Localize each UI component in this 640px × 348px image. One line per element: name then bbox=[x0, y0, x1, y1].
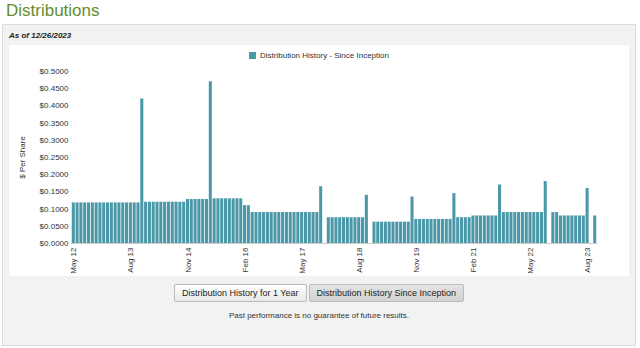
svg-text:$0.3500: $0.3500 bbox=[40, 119, 69, 128]
svg-text:$0.1000: $0.1000 bbox=[40, 205, 69, 214]
svg-text:$0.5000: $0.5000 bbox=[40, 67, 69, 76]
svg-text:$0.1500: $0.1500 bbox=[40, 187, 69, 196]
svg-text:May 17: May 17 bbox=[298, 247, 307, 274]
svg-text:May 22: May 22 bbox=[526, 247, 535, 274]
html-text:Distribution History - Since I: Distribution History - Since Inception bbox=[260, 51, 389, 60]
svg-text:Aug 23: Aug 23 bbox=[583, 247, 592, 273]
svg-text:$0.2000: $0.2000 bbox=[40, 170, 69, 179]
svg-text:Nov 14: Nov 14 bbox=[184, 247, 193, 273]
svg-text:$0.4000: $0.4000 bbox=[40, 101, 69, 110]
svg-text:May 12: May 12 bbox=[69, 247, 78, 274]
svg-text:Aug 13: Aug 13 bbox=[126, 247, 135, 273]
html-text:Past performance is no guarant: Past performance is no guarantee of futu… bbox=[228, 311, 409, 320]
svg-text:Feb 21: Feb 21 bbox=[469, 247, 478, 272]
svg-text:Aug 18: Aug 18 bbox=[355, 247, 364, 273]
svg-text:$0.0000: $0.0000 bbox=[40, 239, 69, 248]
svg-text:$0.2500: $0.2500 bbox=[40, 153, 69, 162]
svg-text:Feb 16: Feb 16 bbox=[241, 247, 250, 272]
html-text:Distribution History Since Inc: Distribution History Since Inception bbox=[316, 288, 457, 298]
html-text:Distribution History for 1 Yea: Distribution History for 1 Year bbox=[181, 288, 299, 298]
html-text:As of 12/26/2023: As of 12/26/2023 bbox=[9, 31, 72, 40]
svg-text:$ Per Share: $ Per Share bbox=[18, 136, 27, 179]
svg-text:$0.4500: $0.4500 bbox=[40, 84, 69, 93]
svg-text:$0.3000: $0.3000 bbox=[40, 136, 69, 145]
svg-text:$0.0500: $0.0500 bbox=[40, 222, 69, 231]
svg-text:Nov 19: Nov 19 bbox=[412, 247, 421, 273]
html-text:Distributions: Distributions bbox=[6, 1, 100, 20]
